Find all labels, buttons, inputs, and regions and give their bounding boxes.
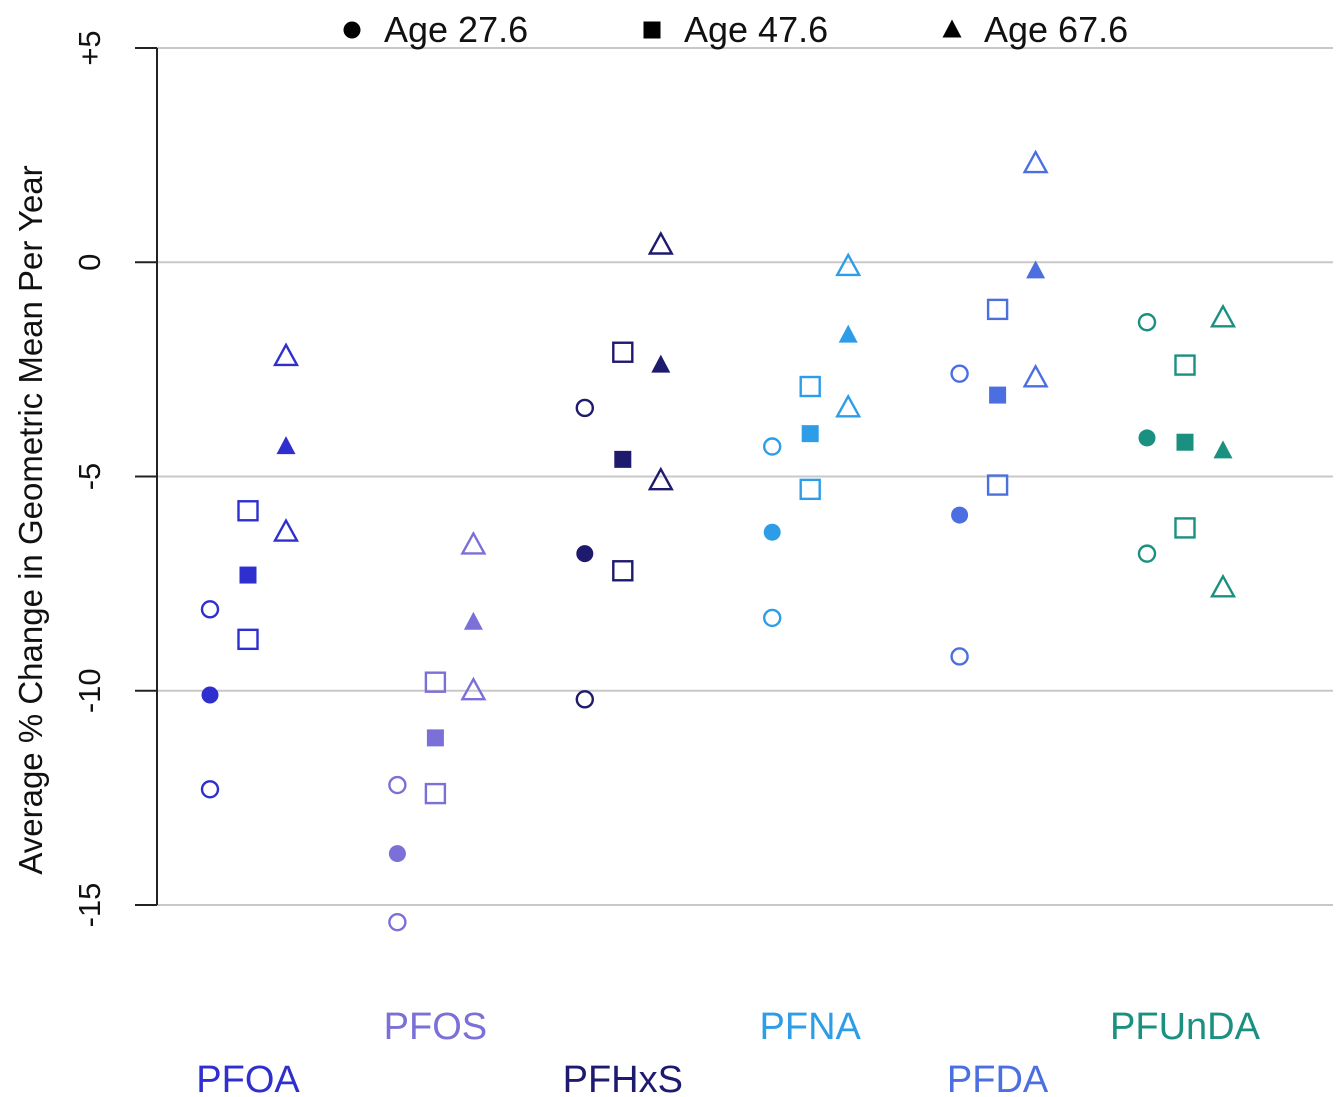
legend-triangle-marker <box>942 19 962 38</box>
ci-lower-triangle <box>1209 573 1237 598</box>
y-tick-label: 0 <box>72 254 107 271</box>
legend-label: Age 67.6 <box>984 9 1128 50</box>
legend-label: Age 27.6 <box>384 9 528 50</box>
y-tick-label: -15 <box>72 883 107 928</box>
estimate-circle <box>763 523 781 541</box>
ci-upper-triangle <box>647 231 674 255</box>
ci-upper-circle <box>950 364 969 383</box>
ci-lower-triangle <box>647 466 674 491</box>
ci-upper-triangle <box>272 342 300 367</box>
estimate-triangle <box>1026 260 1046 279</box>
estimate-square <box>239 566 257 584</box>
category-label: PFDA <box>947 1059 1049 1097</box>
ci-lower-square <box>612 560 634 582</box>
y-axis: +5 0 -5 -10 -15 <box>72 30 158 928</box>
ci-lower-triangle <box>835 393 862 418</box>
ci-lower-square <box>986 474 1009 496</box>
group-pfhxs <box>575 231 674 709</box>
estimate-triangle <box>838 324 858 343</box>
estimate-circle <box>1138 429 1156 447</box>
estimate-square <box>1176 433 1194 451</box>
category-label: PFOA <box>196 1059 300 1097</box>
ci-lower-circle <box>763 608 782 628</box>
ci-upper-triangle <box>1209 303 1237 328</box>
gridlines <box>157 47 1333 906</box>
category-label: PFOS <box>384 1006 487 1048</box>
y-tick-label: +5 <box>72 30 107 65</box>
ci-upper-circle <box>763 437 782 456</box>
ci-upper-circle <box>200 600 220 619</box>
estimate-triangle <box>1213 440 1233 459</box>
estimate-square <box>989 386 1007 404</box>
ci-lower-triangle <box>1022 363 1049 388</box>
ci-lower-square <box>237 628 259 651</box>
estimate-circle <box>201 686 219 704</box>
y-tick-label: -5 <box>72 463 107 491</box>
ci-upper-triangle <box>835 252 862 277</box>
estimate-circle <box>576 545 594 563</box>
ci-lower-triangle <box>272 518 300 542</box>
estimate-circle <box>951 506 969 524</box>
ci-upper-triangle <box>460 530 487 555</box>
ci-upper-triangle <box>1022 149 1049 174</box>
ci-upper-square <box>986 298 1009 321</box>
group-pfda <box>950 149 1049 666</box>
ci-upper-square <box>424 671 447 693</box>
legend-label: Age 47.6 <box>684 9 828 50</box>
ci-upper-circle <box>575 398 594 418</box>
ci-lower-circle <box>200 780 220 799</box>
category-label: PFNA <box>760 1006 862 1048</box>
estimate-triangle <box>463 611 483 630</box>
estimate-square <box>426 729 444 747</box>
legend-square-marker <box>643 21 661 39</box>
category-label: PFUnDA <box>1110 1006 1261 1048</box>
y-axis-label: Average % Change in Geometric Mean Per Y… <box>12 165 49 874</box>
ci-upper-square <box>1174 354 1196 376</box>
group-pfunda <box>1137 303 1237 598</box>
estimate-triangle <box>651 354 671 373</box>
ci-upper-square <box>799 375 821 398</box>
group-pfna <box>763 252 862 628</box>
ci-lower-square <box>799 478 821 501</box>
ci-lower-circle <box>1137 544 1157 563</box>
legend-circle-marker <box>343 21 361 39</box>
estimate-square <box>801 425 819 443</box>
category-label: PFHxS <box>563 1059 683 1097</box>
ci-upper-square <box>237 500 259 522</box>
ci-lower-circle <box>388 912 407 932</box>
group-pfos <box>388 530 487 932</box>
ci-upper-circle <box>1137 313 1157 332</box>
ci-lower-square <box>1174 517 1196 539</box>
ci-upper-circle <box>388 775 407 795</box>
category-labels: PFOA PFOS PFHxS PFNA PFDA PFUnDA <box>196 1006 1260 1097</box>
ci-lower-square <box>424 782 447 805</box>
ci-lower-circle <box>575 690 594 709</box>
ci-lower-circle <box>950 647 969 666</box>
y-tick-label: -10 <box>72 668 107 713</box>
estimate-triangle <box>276 436 296 455</box>
ci-upper-square <box>612 341 634 363</box>
estimate-square <box>614 450 632 468</box>
legend: Age 27.6 Age 47.6 Age 67.6 <box>343 9 1128 50</box>
ci-lower-triangle <box>460 676 487 701</box>
group-pfoa <box>200 342 300 799</box>
plot-area <box>200 149 1237 932</box>
estimate-circle <box>388 845 406 863</box>
